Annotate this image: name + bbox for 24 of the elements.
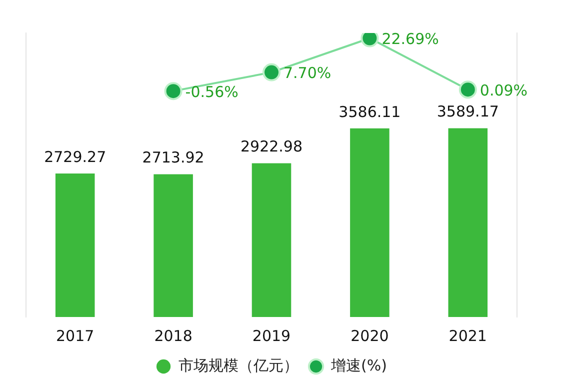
x-tick-label: 2017 xyxy=(56,326,94,345)
point xyxy=(262,63,280,82)
bar xyxy=(252,163,292,317)
data-label: 7.70% xyxy=(284,64,332,82)
legend-label: 增速(%) xyxy=(330,356,387,374)
point xyxy=(458,80,477,99)
legend-label: 市场规模（亿元） xyxy=(178,356,299,374)
x-tick-label: 2020 xyxy=(350,326,389,345)
data-label: -0.56% xyxy=(185,82,238,101)
data-label: 3586.11 xyxy=(338,102,401,121)
data-label: 0.09% xyxy=(480,81,528,100)
bar xyxy=(448,128,488,317)
data-label: 3589.17 xyxy=(436,102,499,121)
point xyxy=(164,82,182,100)
data-label: 2713.92 xyxy=(142,148,204,167)
x-tick-label: 2018 xyxy=(154,326,192,345)
data-label: 2729.27 xyxy=(44,148,106,166)
x-tick-label: 2019 xyxy=(252,326,291,345)
data-label: 22.69% xyxy=(382,30,439,48)
x-tick-label: 2021 xyxy=(448,326,487,345)
bar xyxy=(55,173,95,317)
bar xyxy=(350,128,390,317)
bar xyxy=(154,174,193,317)
data-label: 2922.98 xyxy=(240,138,303,156)
